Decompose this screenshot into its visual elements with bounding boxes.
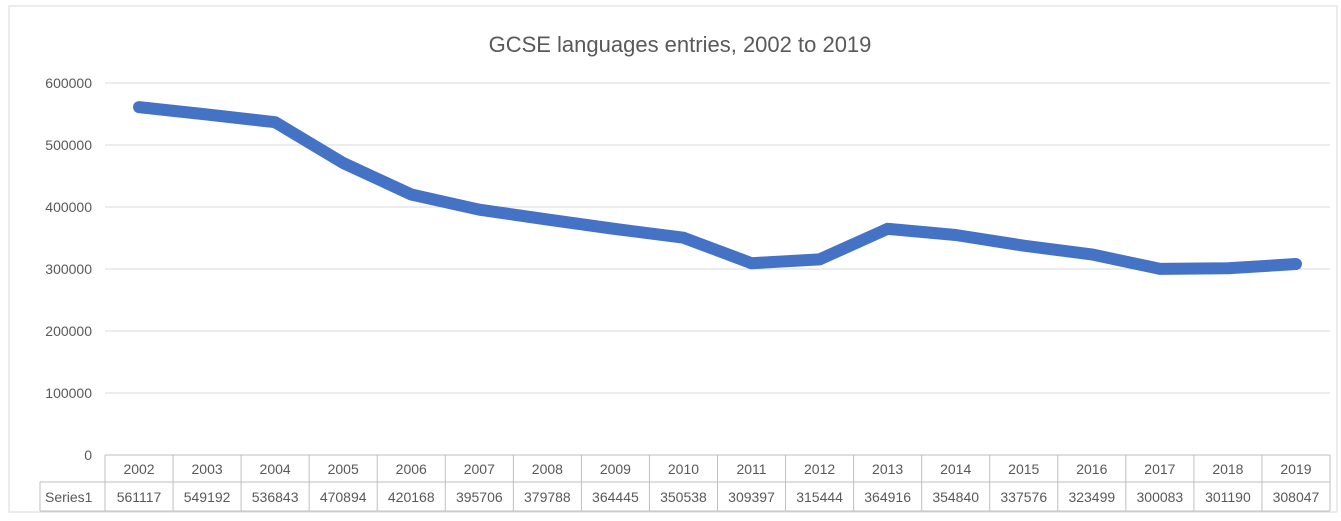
y-tick-label: 100000	[45, 385, 92, 401]
x-tick-label: 2013	[872, 461, 903, 477]
y-tick-label: 400000	[45, 199, 92, 215]
x-tick-label: 2011	[736, 461, 766, 477]
data-label: 549192	[184, 489, 231, 505]
data-label: 350538	[660, 489, 707, 505]
x-tick-label: 2002	[123, 461, 154, 477]
data-label: 470894	[320, 489, 367, 505]
data-label: 323499	[1068, 489, 1115, 505]
chart-title: GCSE languages entries, 2002 to 2019	[489, 32, 872, 57]
y-tick-label: 500000	[45, 137, 92, 153]
data-label: 315444	[796, 489, 843, 505]
data-label: 536843	[252, 489, 299, 505]
data-label: 364916	[864, 489, 911, 505]
data-label: 301190	[1205, 489, 1251, 505]
series-lines	[133, 101, 1302, 275]
data-label: 309397	[728, 489, 775, 505]
data-label: 337576	[1000, 489, 1047, 505]
data-label: 379788	[524, 489, 571, 505]
x-tick-label: 2015	[1008, 461, 1039, 477]
y-axis-ticks: 0 100000 200000 300000 400000 500000 600000	[45, 75, 92, 463]
x-tick-label: 2019	[1280, 461, 1311, 477]
data-label: 354840	[932, 489, 979, 505]
x-tick-label: 2008	[532, 461, 563, 477]
data-label: 308047	[1273, 489, 1320, 505]
x-tick-label: 2007	[464, 461, 495, 477]
legend-series-name: Series1	[45, 489, 93, 505]
x-tick-label: 2016	[1076, 461, 1107, 477]
data-label: 300083	[1137, 489, 1184, 505]
y-tick-label: 300000	[45, 261, 92, 277]
y-tick-label: 600000	[45, 75, 92, 91]
x-tick-label: 2009	[600, 461, 631, 477]
y-tick-label: 0	[84, 447, 92, 463]
data-label: 561117	[117, 489, 162, 505]
x-tick-label: 2003	[192, 461, 223, 477]
data-label: 395706	[456, 489, 503, 505]
x-tick-label: 2010	[668, 461, 699, 477]
x-tick-label: 2012	[804, 461, 835, 477]
x-tick-label: 2004	[260, 461, 291, 477]
data-table: Series1 2002 2003 2004 2005 2006 2007 2008 2009 2…	[39, 454, 1331, 512]
y-tick-label: 200000	[45, 323, 92, 339]
x-tick-label: 2006	[396, 461, 427, 477]
x-tick-label: 2017	[1144, 461, 1175, 477]
x-tick-label: 2014	[940, 461, 971, 477]
data-label: 364445	[592, 489, 639, 505]
x-tick-label: 2005	[328, 461, 359, 477]
data-label: 420168	[388, 489, 435, 505]
x-tick-label: 2018	[1212, 461, 1243, 477]
series-line	[133, 101, 1302, 275]
